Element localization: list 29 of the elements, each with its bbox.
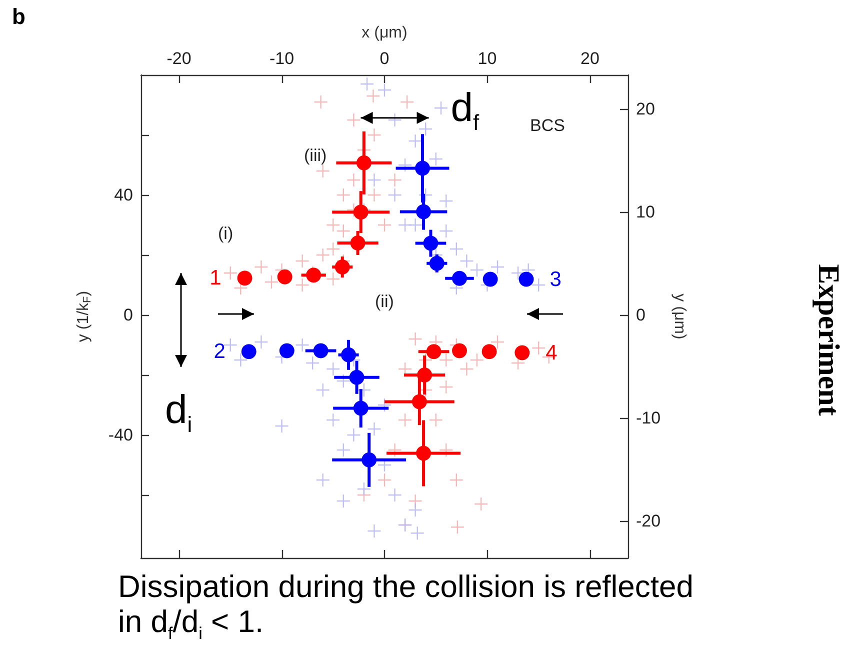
x-tick-label: -20	[166, 49, 192, 68]
x-axis-title: x (μm)	[362, 24, 408, 42]
series-label: 4	[546, 341, 558, 364]
x-tick-label: -10	[269, 49, 294, 68]
annotation: (ii)	[375, 292, 394, 312]
text: b	[12, 4, 26, 30]
y2-tick-label: 20	[636, 99, 655, 118]
x-tick-label: 10	[478, 49, 497, 68]
y-tick-label: 40	[114, 186, 133, 204]
y-tick-label: -40	[108, 426, 133, 444]
series-label: 2	[214, 340, 226, 364]
annotation: (iii)	[304, 146, 327, 166]
series-label: 3	[550, 268, 562, 291]
annotation: BCS	[530, 116, 565, 136]
y-tick-label: 0	[124, 306, 133, 324]
text: Experiment	[810, 264, 845, 416]
y-axis-title: y (1/kF)	[75, 290, 94, 342]
x-tick-label: 20	[580, 49, 600, 68]
y2-tick-label: -10	[636, 408, 661, 428]
text: Dissipation during the collision is reflected in d$_{f}$/d$_{i}$ < 1.	[118, 569, 695, 643]
annotation: d$_{i}$	[165, 388, 192, 438]
y2-tick-label: 10	[636, 202, 655, 222]
y2-tick-label: -20	[636, 511, 661, 530]
annotation: (i)	[218, 224, 234, 244]
y2-axis-title: y (μm)	[670, 294, 688, 340]
x-tick-label: 0	[380, 49, 390, 68]
series-label: 1	[210, 266, 222, 290]
annotation: d$_{f}$	[450, 86, 480, 136]
y2-tick-label: 0	[636, 305, 646, 324]
